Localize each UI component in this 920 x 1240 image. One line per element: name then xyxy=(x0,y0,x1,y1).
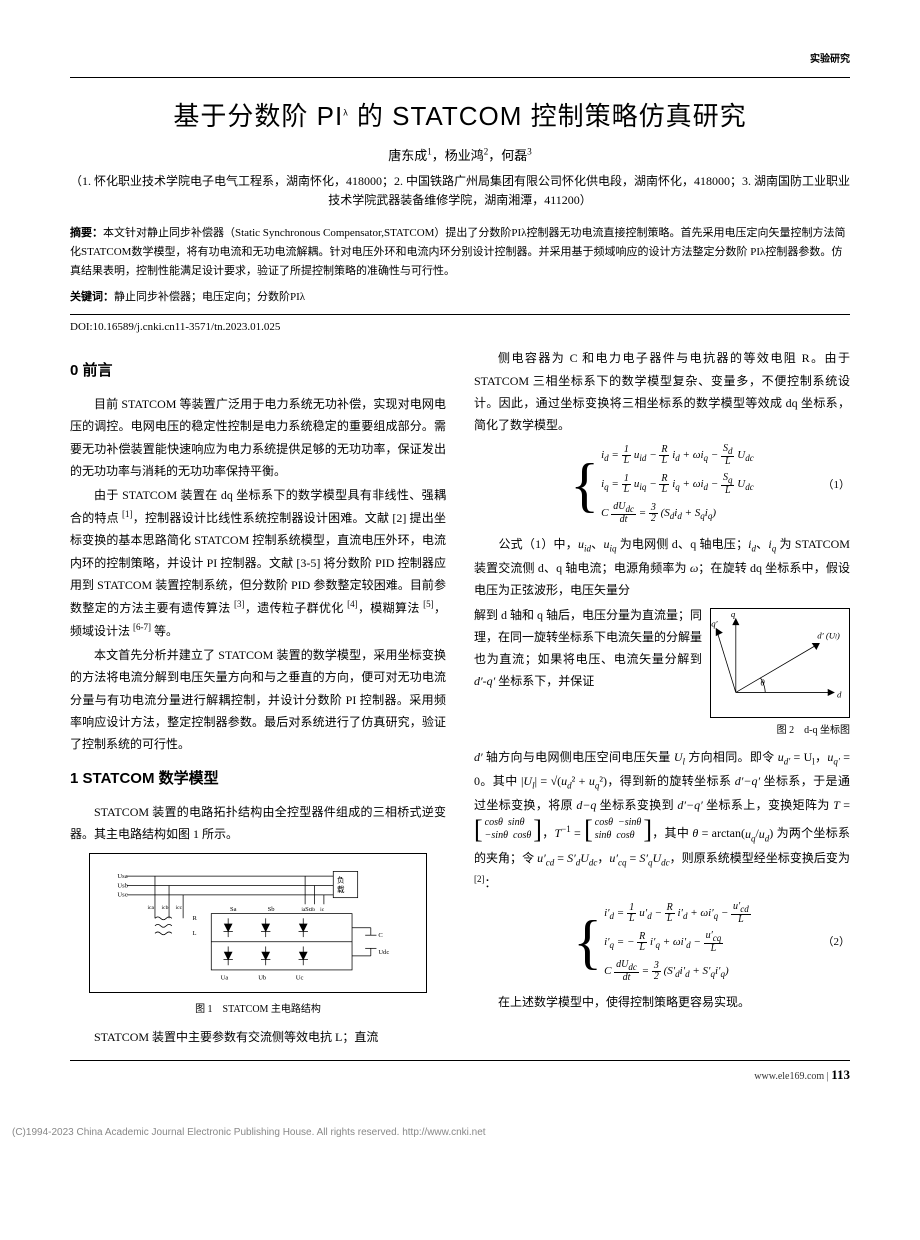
svg-text:Sc: Sc xyxy=(305,906,312,913)
svg-text:q: q xyxy=(731,609,736,619)
svg-text:R: R xyxy=(192,915,197,922)
column-right: 侧电容器为 C 和电力电子器件与电抗器的等效电阻 R。由于 STATCOM 三相… xyxy=(474,347,850,1050)
svg-text:Sa: Sa xyxy=(230,906,237,913)
section-label: 实验研究 xyxy=(70,50,850,69)
eq1-num: （1） xyxy=(823,475,851,495)
abstract-text: 本文针对静止同步补偿器（Static Synchronous Compensat… xyxy=(70,227,846,276)
abstract: 摘要：本文针对静止同步补偿器（Static Synchronous Compen… xyxy=(70,224,850,280)
svg-text:Usc: Usc xyxy=(117,892,127,899)
svg-text:ica: ica xyxy=(147,905,154,911)
svg-text:icc: icc xyxy=(175,905,182,911)
keywords-label: 关键词： xyxy=(70,291,114,303)
svg-text:Uc: Uc xyxy=(296,975,304,982)
svg-text:icb: icb xyxy=(161,905,168,911)
svg-text:Sb: Sb xyxy=(267,906,275,913)
para: 在上述数学模型中，使得控制策略更容易实现。 xyxy=(474,991,850,1013)
svg-text:d: d xyxy=(837,689,842,699)
doi: DOI:10.16589/j.cnki.cn11-3571/tn.2023.01… xyxy=(70,321,850,333)
divider xyxy=(70,314,850,315)
footer-url: www.ele169.com xyxy=(754,1071,824,1082)
keywords-text: 静止同步补偿器；电压定向；分数阶PIλ xyxy=(114,291,305,303)
equation-2: { i′d = 1L u′d − RL i′d + ωi′q − u′cdL i… xyxy=(474,902,850,983)
header-rule xyxy=(70,77,850,78)
section-1-title: 1 STATCOM 数学模型 xyxy=(70,765,446,793)
figure-2-caption: 图 2 d-q 坐标图 xyxy=(474,722,850,741)
para: 目前 STATCOM 等装置广泛用于电力系统无功补偿，实现对电网电压的调控。电网… xyxy=(70,393,446,482)
figure-2: d q d′ (Ul) q′ θ xyxy=(710,608,850,718)
paper-title: 基于分数阶 PIλ 的 STATCOM 控制策略仿真研究 xyxy=(70,96,850,133)
para: 侧电容器为 C 和电力电子器件与电抗器的等效电阻 R。由于 STATCOM 三相… xyxy=(474,347,850,436)
equation-1: { id = 1L uid − RL id + ωiq − SdL Udc iq… xyxy=(474,444,850,525)
svg-text:Ua: Ua xyxy=(220,975,228,982)
para: 由于 STATCOM 装置在 dq 坐标系下的数学模型具有非线性、强耦合的特点 … xyxy=(70,484,446,642)
para: 公式（1）中，uid、uiq 为电网侧 d、q 轴电压；id、iq 为 STAT… xyxy=(474,533,850,601)
para: d′ 轴方向与电网侧电压空间电压矢量 Ul 方向相同。即令 ud′ = Ul，u… xyxy=(474,746,850,894)
svg-text:L: L xyxy=(192,931,196,938)
section-0-title: 0 前言 xyxy=(70,357,446,385)
page-footer: www.ele169.com | 113 xyxy=(70,1061,850,1089)
figure-1-caption: 图 1 STATCOM 主电路结构 xyxy=(70,1001,446,1020)
para: STATCOM 装置中主要参数有交流侧等效电抗 L；直流 xyxy=(70,1026,446,1048)
abstract-label: 摘要： xyxy=(70,227,103,239)
svg-text:载: 载 xyxy=(337,884,345,894)
svg-text:Usb: Usb xyxy=(117,883,128,890)
affiliations: （1. 怀化职业技术学院电子电气工程系，湖南怀化，418000；2. 中国铁路广… xyxy=(70,172,850,210)
circuit-diagram: UsaUsbUsc 负载 icaicbicc iaibic RL SaSbSc … xyxy=(98,862,418,984)
column-left: 0 前言 目前 STATCOM 等装置广泛用于电力系统无功补偿，实现对电网电压的… xyxy=(70,347,446,1050)
svg-text:q′: q′ xyxy=(711,618,718,628)
svg-text:负: 负 xyxy=(337,875,345,885)
copyright: (C)1994-2023 China Academic Journal Elec… xyxy=(0,1119,920,1146)
svg-text:Ub: Ub xyxy=(258,975,267,982)
eq2-num: （2） xyxy=(823,932,851,952)
svg-text:Usa: Usa xyxy=(117,873,127,880)
svg-text:Udc: Udc xyxy=(378,949,389,956)
figure-1: UsaUsbUsc 负载 icaicbicc iaibic RL SaSbSc … xyxy=(89,853,427,993)
para: STATCOM 装置的电路拓扑结构由全控型器件组成的三相桥式逆变器。其主电路结构… xyxy=(70,801,446,845)
page-number: 113 xyxy=(831,1067,850,1082)
keywords: 关键词：静止同步补偿器；电压定向；分数阶PIλ xyxy=(70,288,850,304)
svg-text:ic: ic xyxy=(320,907,325,913)
svg-text:C: C xyxy=(378,932,382,939)
svg-text:θ: θ xyxy=(760,677,765,687)
authors: 唐东成1，杨业鸿2，何磊3 xyxy=(70,145,850,164)
svg-text:d′ (Ul): d′ (Ul) xyxy=(817,630,840,640)
para: 本文首先分析并建立了 STATCOM 装置的数学模型，采用坐标变换的方法将电流分… xyxy=(70,644,446,755)
